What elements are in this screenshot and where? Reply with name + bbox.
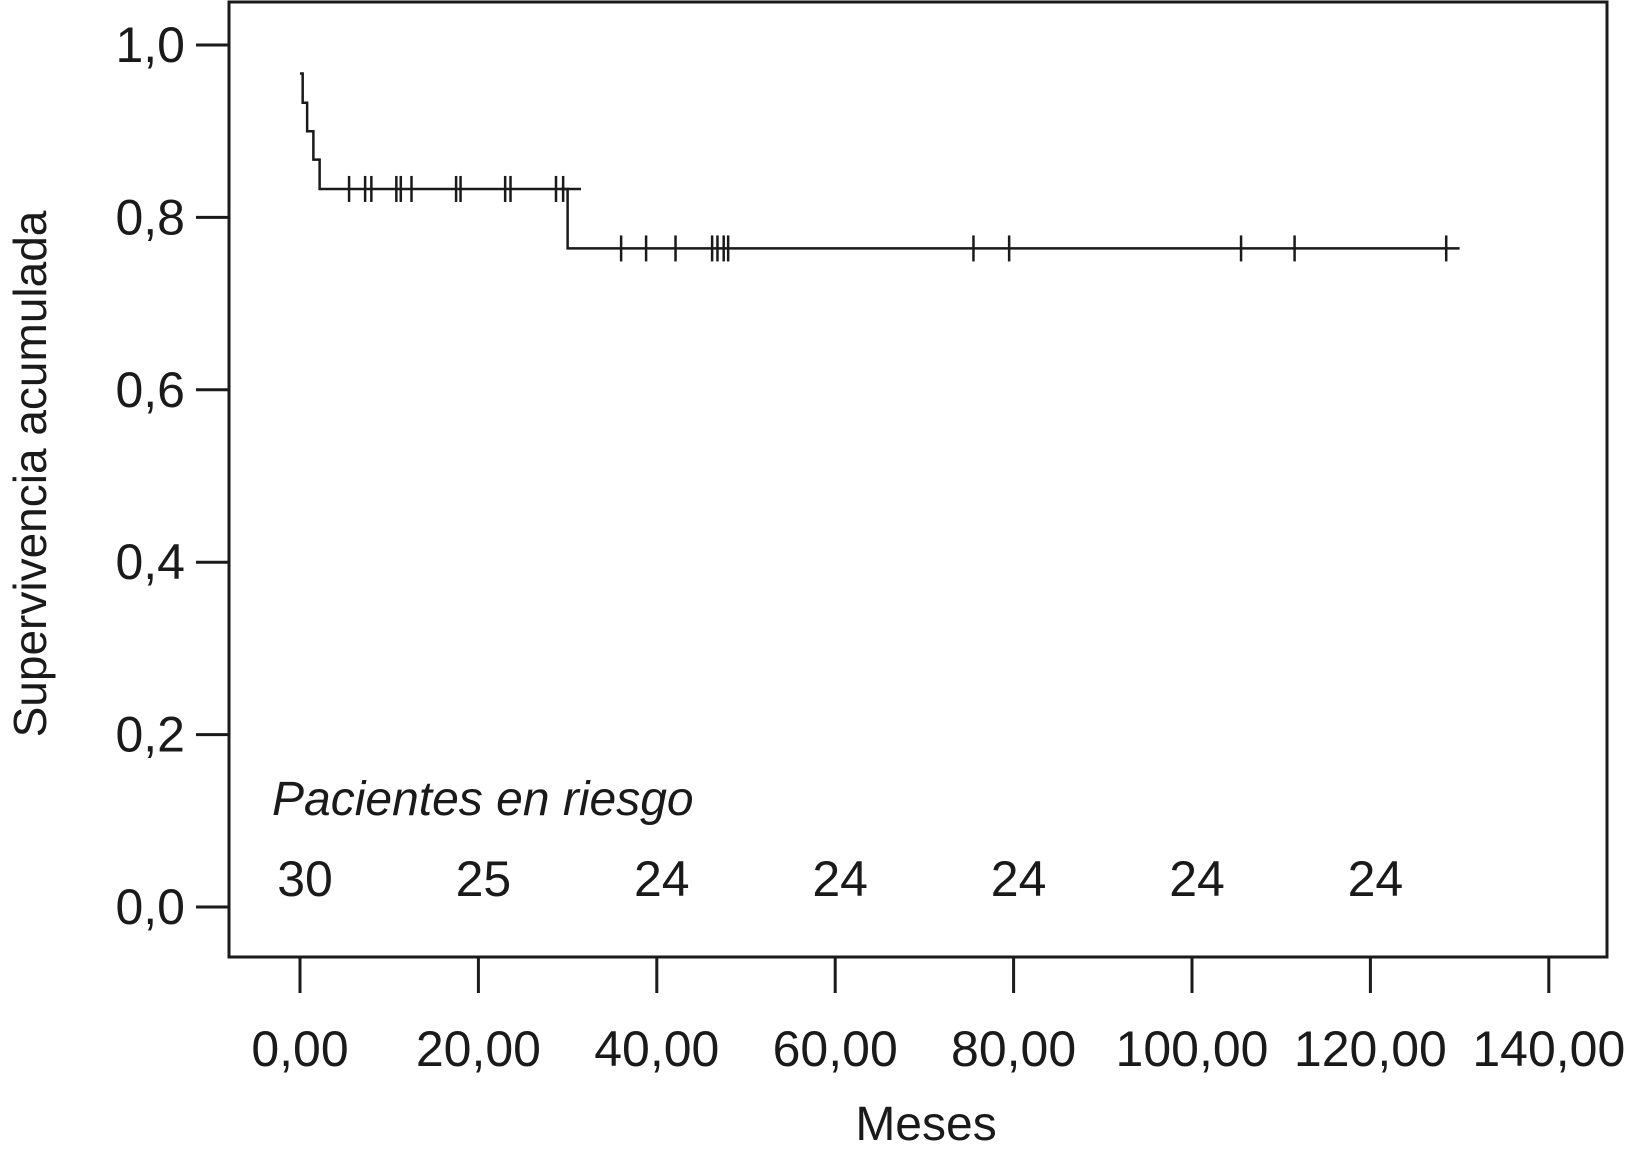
- risk-count: 24: [812, 851, 868, 907]
- x-axis-label: Meses: [855, 1098, 996, 1151]
- risk-count: 25: [456, 851, 512, 907]
- risk-table-title: Pacientes en riesgo: [272, 773, 694, 826]
- y-tick-label: 1,0: [115, 17, 185, 73]
- survival-step-line: [300, 72, 1460, 250]
- risk-count: 24: [1348, 851, 1404, 907]
- x-tick-label: 60,00: [773, 1021, 898, 1077]
- censor-marks: [347, 175, 1448, 262]
- y-axis-label: Supervivencia acumulada: [4, 210, 56, 737]
- y-tick-label: 0,6: [115, 362, 185, 418]
- x-tick-label: 80,00: [951, 1021, 1076, 1077]
- y-tick-label: 0,8: [115, 189, 185, 245]
- x-tick-label: 20,00: [416, 1021, 541, 1077]
- risk-count: 24: [1169, 851, 1225, 907]
- risk-table: Pacientes en riesgo 30 25 24 24 24 24 24: [272, 773, 1403, 907]
- x-axis: 0,00 20,00 40,00 60,00 80,00 100,00 120,00 140,…: [251, 957, 1625, 1077]
- x-tick-label: 100,00: [1116, 1021, 1269, 1077]
- y-tick-label: 0,4: [115, 534, 185, 590]
- y-tick-label: 0,2: [115, 707, 185, 763]
- x-tick-label: 120,00: [1294, 1021, 1447, 1077]
- x-tick-label: 40,00: [594, 1021, 719, 1077]
- risk-count: 24: [991, 851, 1047, 907]
- x-tick-label: 140,00: [1472, 1021, 1625, 1077]
- x-tick-label: 0,00: [251, 1021, 348, 1077]
- risk-count: 30: [277, 851, 333, 907]
- plot-frame: [227, 0, 1609, 959]
- y-tick-label: 0,0: [115, 879, 185, 935]
- survival-curve: [300, 72, 1460, 250]
- y-axis: 0,0 0,2 0,4 0,6 0,8 1,0: [115, 17, 229, 935]
- risk-count: 24: [634, 851, 690, 907]
